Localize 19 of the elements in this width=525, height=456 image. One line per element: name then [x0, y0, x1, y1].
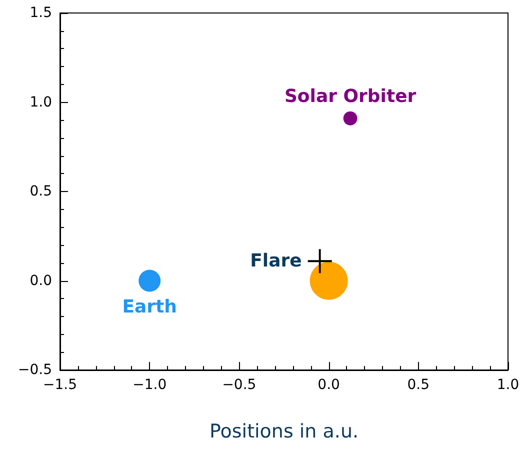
x-tick-label: −1.0	[132, 377, 167, 393]
x-axis-title: Positions in a.u.	[209, 420, 359, 442]
series-label: Flare	[250, 250, 302, 272]
point	[138, 270, 161, 292]
series-label: Solar Orbiter	[284, 86, 416, 107]
x-tick-label: 0.5	[407, 377, 430, 393]
y-tick-label: 1.0	[30, 94, 52, 110]
x-tick-label: −0.5	[222, 377, 256, 393]
y-tick-label: −0.5	[18, 362, 52, 378]
y-tick-label: 0.5	[30, 184, 52, 200]
point	[310, 262, 348, 300]
point	[343, 111, 358, 126]
point	[308, 249, 332, 274]
series-label: Earth	[122, 296, 177, 318]
x-tick-label: 1.0	[496, 377, 520, 393]
x-tick-label: −1.5	[43, 377, 77, 393]
y-tick-label: 1.5	[30, 5, 52, 21]
y-tick-label: 0.0	[30, 272, 52, 289]
x-tick-label: 0.0	[318, 377, 340, 393]
